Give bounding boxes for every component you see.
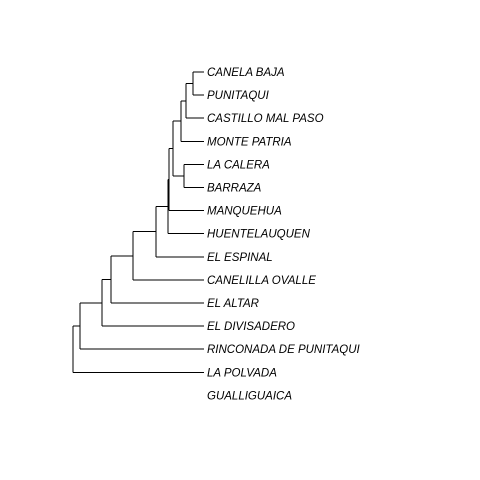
leaf-label: LA POLVADA (207, 367, 277, 379)
leaf-label: PUNITAQUI (207, 90, 270, 102)
leaf-label: HUENTELAUQUEN (207, 229, 311, 241)
leaf-label: MONTE PATRIA (207, 136, 292, 148)
leaf-label: GUALLIGUAICA (207, 390, 292, 402)
leaf-label: CANELA BAJA (207, 67, 285, 79)
leaf-labels: CANELA BAJA PUNITAQUI CASTILLO MAL PASO MON… (207, 67, 361, 402)
leaf-label: EL ALTAR (207, 298, 259, 310)
leaf-label: EL DIVISADERO (207, 321, 295, 333)
tree-branches (72, 71, 204, 373)
leaf-label: LA CALERA (207, 159, 270, 171)
leaf-label: CASTILLO MAL PASO (207, 113, 324, 125)
leaf-label: BARRAZA (207, 183, 262, 195)
leaf-label: EL ESPINAL (207, 252, 273, 264)
leaf-label: RINCONADA DE PUNITAQUI (207, 344, 361, 356)
leaf-label: CANELILLA OVALLE (207, 275, 316, 287)
leaf-label: MANQUEHUA (207, 206, 282, 218)
